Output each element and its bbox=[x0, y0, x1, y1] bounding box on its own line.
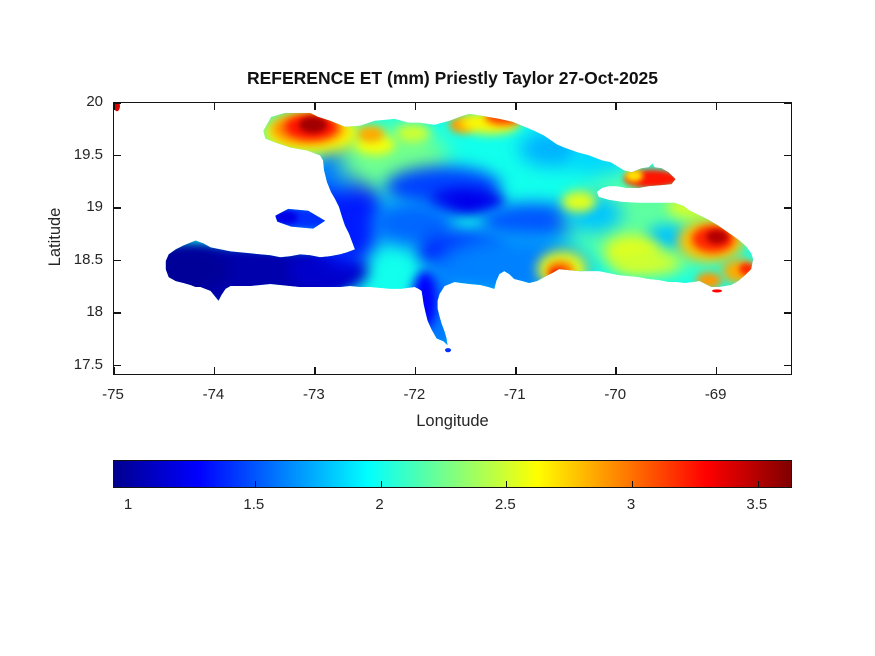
y-tick-mark bbox=[784, 364, 791, 367]
saona-red-speck bbox=[712, 289, 723, 293]
colorbar-tick-label: 3.5 bbox=[746, 496, 768, 513]
colorbar-tick-mark bbox=[380, 481, 382, 487]
colorbar-tick-mark bbox=[129, 481, 131, 487]
northwest-corner-red-speck bbox=[114, 103, 120, 112]
colorbar bbox=[113, 460, 792, 488]
y-tick-mark bbox=[114, 259, 121, 262]
y-tick-mark bbox=[114, 207, 121, 209]
islet-speck-layer bbox=[114, 103, 723, 353]
x-tick-mark bbox=[113, 103, 115, 110]
x-tick-label: -73 bbox=[303, 386, 325, 403]
colorbar-tick-label: 3 bbox=[626, 496, 636, 513]
north-haiti-yellow-2 bbox=[395, 123, 430, 143]
y-tick-mark bbox=[114, 102, 121, 104]
x-tick-mark bbox=[715, 367, 718, 374]
colorbar-gradient bbox=[114, 461, 791, 487]
y-tick-mark bbox=[784, 259, 791, 262]
y-tick-mark bbox=[784, 207, 791, 209]
y-tick-label: 19.5 bbox=[73, 145, 103, 163]
east-tip-orange bbox=[722, 258, 754, 284]
south-coast-yellow bbox=[612, 250, 682, 276]
north-haiti-orange-patch bbox=[357, 125, 385, 143]
x-axis-label: Longitude bbox=[416, 412, 489, 430]
colorbar-tick-mark bbox=[254, 481, 256, 487]
y-tick-mark bbox=[114, 312, 121, 314]
cordillera-dark-core bbox=[429, 188, 506, 216]
east-dr-yellow-2 bbox=[667, 194, 716, 220]
north-coast-red-2 bbox=[559, 112, 577, 119]
southeast-coast-orange bbox=[695, 272, 723, 289]
x-tick-mark bbox=[213, 103, 216, 110]
y-tick-label: 19 bbox=[86, 198, 103, 215]
colorbar-tick-mark bbox=[757, 481, 759, 487]
colorbar-tick-label: 2 bbox=[375, 496, 384, 513]
colorbar-tick-mark bbox=[632, 481, 634, 487]
x-tick-label: -70 bbox=[604, 386, 627, 403]
northeast-dark-red-core bbox=[706, 229, 728, 245]
x-tick-mark bbox=[314, 103, 316, 110]
x-tick-mark bbox=[414, 367, 417, 374]
colorbar-tick-label: 1 bbox=[123, 496, 133, 513]
tiburon-west-dark bbox=[165, 244, 229, 295]
x-tick-mark bbox=[615, 103, 617, 110]
x-tick-mark bbox=[515, 367, 517, 374]
y-tick-mark bbox=[784, 154, 791, 157]
x-tick-label: -71 bbox=[503, 386, 526, 403]
y-tick-label: 18 bbox=[86, 303, 103, 320]
y-tick-mark bbox=[784, 102, 791, 104]
samana-base-yellow bbox=[625, 169, 643, 182]
y-tick-mark bbox=[114, 154, 121, 157]
x-tick-mark bbox=[715, 103, 718, 110]
beata-blue-speck bbox=[445, 348, 452, 353]
colorbar-tick-mark bbox=[506, 481, 508, 487]
colorbar-tick-label: 1.5 bbox=[243, 496, 265, 513]
hispaniola-et-map bbox=[114, 103, 754, 353]
et-blob-layer bbox=[165, 112, 754, 346]
island-fill-group bbox=[165, 112, 754, 346]
x-tick-mark bbox=[515, 103, 517, 110]
x-tick-label: -75 bbox=[102, 386, 124, 403]
cordillera-blue-east bbox=[480, 202, 585, 241]
nw-dark-red-core bbox=[298, 116, 328, 134]
map-axes bbox=[113, 102, 792, 375]
bani-orange bbox=[545, 260, 575, 282]
x-tick-label: -74 bbox=[202, 386, 225, 403]
east-dr-blue-pocket bbox=[646, 224, 689, 250]
bani-red-core bbox=[550, 269, 566, 282]
north-coast-orange-2 bbox=[542, 112, 583, 124]
x-tick-label: -69 bbox=[704, 386, 727, 403]
x-tick-mark bbox=[113, 367, 115, 374]
barahona-west-dark bbox=[412, 271, 438, 330]
y-tick-label: 18.5 bbox=[73, 250, 103, 268]
y-tick-mark bbox=[114, 364, 121, 367]
x-tick-mark bbox=[615, 367, 617, 374]
gonave-dark-west bbox=[271, 210, 299, 225]
colorbar-tick-label: 2.5 bbox=[494, 496, 516, 513]
plot-title: REFERENCE ET (mm) Priestly Taylor 27-Oct… bbox=[246, 68, 659, 88]
y-tick-mark bbox=[784, 312, 791, 314]
north-coast-red bbox=[484, 112, 523, 125]
y-tick-label: 17.5 bbox=[73, 355, 103, 373]
x-tick-label: -72 bbox=[403, 386, 426, 403]
central-yellow-patch bbox=[562, 191, 597, 212]
y-tick-label: 20 bbox=[86, 93, 103, 110]
x-tick-mark bbox=[213, 367, 216, 374]
x-tick-mark bbox=[314, 367, 316, 374]
east-tip-red bbox=[739, 262, 754, 276]
x-tick-mark bbox=[414, 103, 417, 110]
